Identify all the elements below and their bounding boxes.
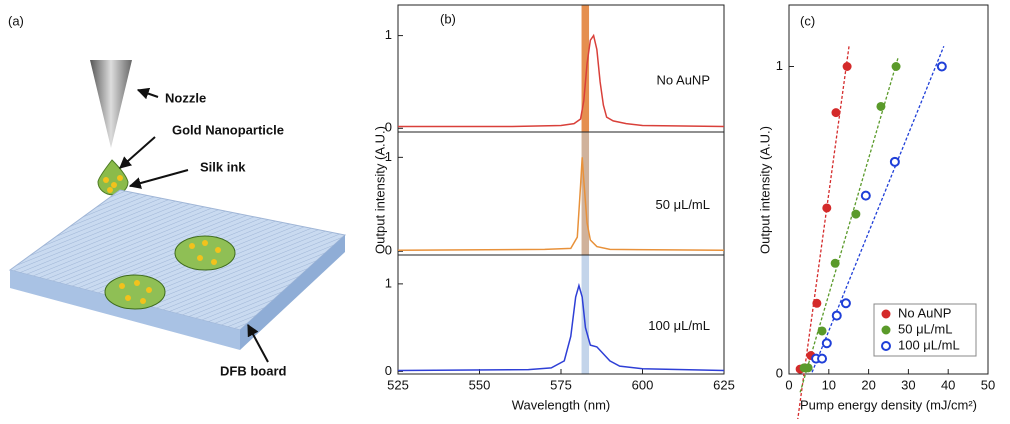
label: Silk ink xyxy=(200,159,246,174)
y-axis-label: Output intensity (A.U.) xyxy=(757,126,772,254)
legend-marker xyxy=(881,325,891,335)
spectrum xyxy=(397,157,725,252)
point xyxy=(817,353,828,364)
point xyxy=(860,190,871,201)
y-tick-label: 0 xyxy=(385,120,392,135)
y-axis-label: Output intensity (A.U.) xyxy=(372,126,387,254)
point xyxy=(821,338,832,349)
x-tick-label: 625 xyxy=(713,377,735,392)
point xyxy=(803,363,813,373)
label: Gold Nanoparticle xyxy=(172,122,284,137)
plot-frame xyxy=(397,131,725,256)
panel-label: (b) xyxy=(440,11,456,26)
x-tick-label: 0 xyxy=(785,377,792,392)
y-tick-label: 0 xyxy=(385,243,392,258)
spectrum xyxy=(397,282,725,372)
y-tick-label: 0 xyxy=(385,363,392,378)
legend-label: 100 μL/mL xyxy=(898,337,960,352)
silk-spot xyxy=(104,274,166,310)
highlight-band xyxy=(581,5,590,132)
y-tick-label: 1 xyxy=(776,58,783,73)
plot-frame xyxy=(397,254,725,375)
spectrum xyxy=(398,33,725,128)
x-axis-label: Wavelength (nm) xyxy=(512,397,611,412)
x-tick-label: 575 xyxy=(550,377,572,392)
legend-marker xyxy=(881,341,891,351)
legend-marker xyxy=(881,309,891,319)
x-tick-label: 50 xyxy=(981,377,995,392)
y-tick-label: 0 xyxy=(776,365,783,380)
board-side xyxy=(10,270,240,350)
point xyxy=(822,203,832,213)
point xyxy=(889,156,900,167)
series-label: 50 μL/mL xyxy=(656,197,710,212)
point xyxy=(830,258,840,268)
nozzle xyxy=(90,60,132,148)
legend-box xyxy=(873,303,977,357)
series-label: 100 μL/mL xyxy=(648,318,710,333)
point xyxy=(876,101,886,111)
y-tick-label: 1 xyxy=(385,275,392,290)
panel-label: (a) xyxy=(8,13,24,28)
label: Nozzle xyxy=(165,90,206,105)
x-tick-label: 525 xyxy=(387,377,409,392)
label: DFB board xyxy=(220,363,287,378)
panel-label: (c) xyxy=(800,13,815,28)
plot-frame xyxy=(788,4,989,375)
x-tick-label: 30 xyxy=(901,377,915,392)
point xyxy=(831,310,842,321)
fit-line xyxy=(811,45,945,373)
y-tick-label: 1 xyxy=(385,149,392,164)
x-tick-label: 600 xyxy=(632,377,654,392)
highlight-band xyxy=(581,255,590,374)
point xyxy=(817,326,827,336)
x-tick-label: 550 xyxy=(469,377,491,392)
series-label: No AuNP xyxy=(657,73,710,88)
board-side xyxy=(240,235,345,350)
fit-line xyxy=(799,57,899,393)
point xyxy=(812,298,822,308)
legend-label: No AuNP xyxy=(898,305,951,320)
x-tick-label: 40 xyxy=(941,377,955,392)
y-tick-label: 1 xyxy=(385,27,392,42)
point xyxy=(891,62,901,71)
point xyxy=(851,209,861,219)
point xyxy=(831,108,841,118)
x-axis-label: Pump energy density (mJ/cm²) xyxy=(800,397,977,412)
point xyxy=(840,298,851,309)
x-tick-label: 20 xyxy=(861,377,875,392)
point xyxy=(842,62,852,71)
point xyxy=(936,61,947,72)
x-tick-label: 10 xyxy=(822,377,836,392)
legend-label: 50 μL/mL xyxy=(898,321,952,336)
schematic: (a) Nozzle Gold Nanoparticle Silk ink DF… xyxy=(8,13,347,378)
